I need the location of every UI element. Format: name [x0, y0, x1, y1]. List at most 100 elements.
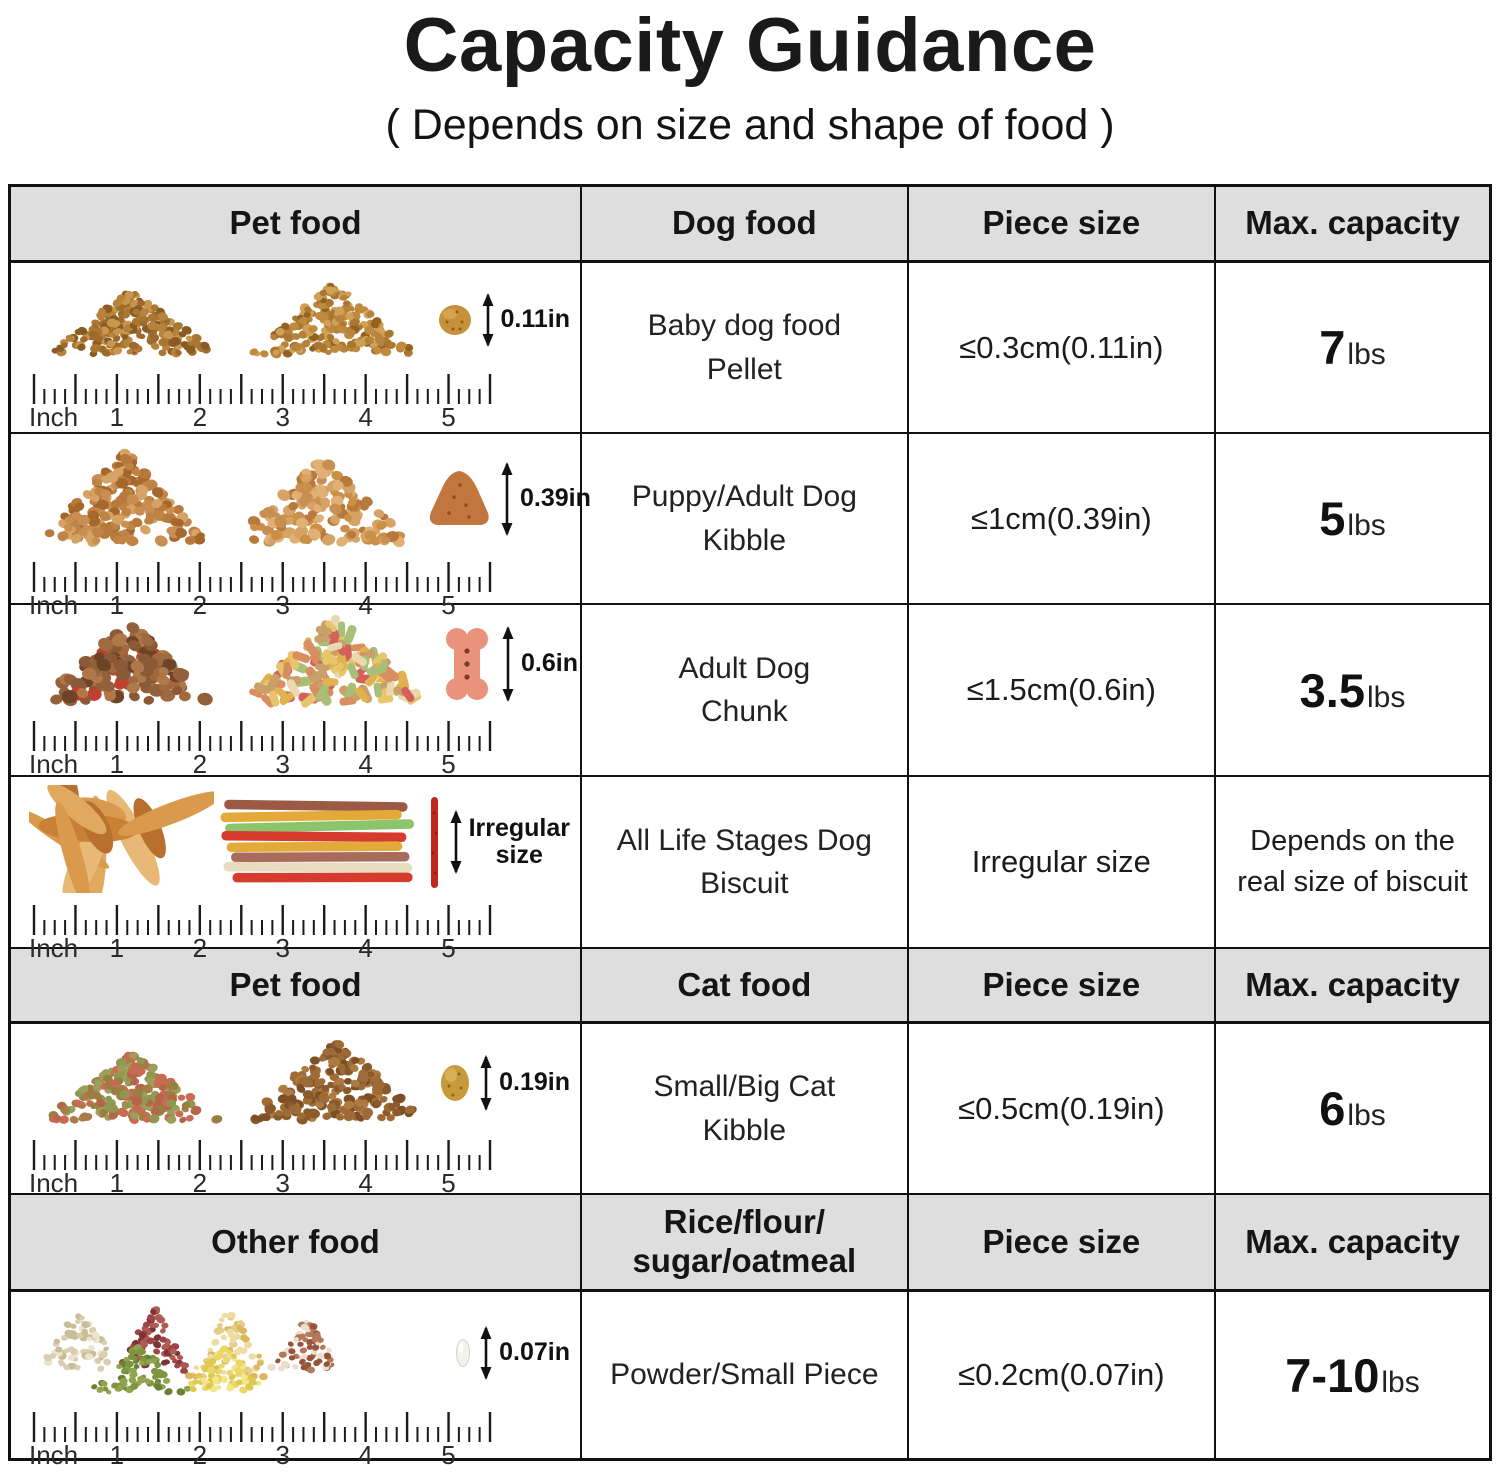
piece-size-text: Irregular size: [971, 844, 1151, 879]
column-header-pet-food-label: Pet food: [229, 965, 362, 1003]
mound-pile-image: [44, 448, 206, 547]
inch-ruler: Inch 1 2 3 4 5: [29, 905, 492, 961]
page-title: Capacity Guidance: [403, 3, 1097, 88]
capacity-value-line: 3.5 lbs: [1300, 663, 1406, 718]
ruler-number: 2: [193, 1440, 207, 1468]
max-capacity-cell: 3.5 lbs: [1214, 605, 1489, 775]
table-row: Irregular size Inch 1 2 3 4 5 All Life Stages D…: [11, 777, 1489, 961]
ruler-number: 5: [441, 1440, 455, 1468]
inch-ruler: Inch 1 2 3 4 5: [29, 721, 492, 777]
ruler-area: Inch 1 2 3 4 5: [29, 560, 570, 618]
sticks-pile-image: [220, 799, 415, 883]
dimension-arrow-icon: [480, 1326, 492, 1380]
mound-pile-image: [48, 1051, 223, 1125]
piece-size-label: Irregular size: [468, 813, 570, 869]
piece-size-cell: ≤0.2cm(0.07in): [906, 1292, 1214, 1458]
capacity-unit: lbs: [1347, 1099, 1386, 1132]
ruler-unit-label: Inch: [29, 1168, 78, 1196]
mound-pile-image: [247, 459, 406, 548]
capacity-value-line: 6 lbs: [1319, 1081, 1386, 1136]
food-piles-row: 0.6in: [29, 613, 578, 709]
max-capacity-cell: 7-10 lbs: [1214, 1292, 1489, 1458]
column-header-piece-size: Piece size: [906, 949, 1214, 1021]
capacity-unit: lbs: [1381, 1365, 1420, 1399]
capacity-table: Pet food Dog food Piece size Max. capacity 0…: [8, 184, 1492, 1468]
piece-size-label: 0.6in: [521, 649, 578, 678]
table-row: 0.19in Inch 1 2 3 4 5 Small/Big Cat Kibble ≤0.5c…: [11, 1024, 1489, 1196]
capacity-number: 7-10: [1285, 1348, 1380, 1402]
page-subtitle: ( Depends on size and shape of food ): [385, 101, 1115, 149]
column-header-piece-size-label: Piece size: [982, 204, 1141, 242]
food-name-cell: Adult Dog Chunk: [580, 605, 907, 775]
piece-size-cell: ≤1cm(0.39in): [906, 434, 1214, 603]
food-name-text: All Life Stages Dog Biscuit: [616, 823, 872, 901]
ruler-number: 4: [358, 933, 372, 961]
capacity-value-line: 7-10 lbs: [1285, 1348, 1419, 1403]
food-pile: [229, 613, 439, 709]
ruler-number: 1: [110, 749, 124, 777]
column-header-food-type-label: Cat food: [677, 965, 812, 1003]
ruler-unit-label: Inch: [29, 590, 78, 618]
food-pile: [215, 797, 425, 893]
ruler-number: 2: [193, 1168, 207, 1196]
mound-pile-image: [249, 614, 422, 708]
max-capacity-cell: 6 lbs: [1214, 1024, 1489, 1193]
pellet-icon: [438, 304, 471, 335]
ruler-number: 2: [193, 590, 207, 618]
ruler-area: Inch 1 2 3 4 5: [29, 719, 570, 777]
column-header-food-type-label: Dog food: [671, 204, 817, 242]
column-header-max-capacity: Max. capacity: [1214, 949, 1489, 1021]
piece-size-label: 0.07in: [499, 1338, 571, 1367]
ruler-area: Inch 1 2 3 4 5: [29, 903, 570, 961]
column-header-max-capacity-label: Max. capacity: [1245, 965, 1460, 1003]
food-pile: [29, 785, 214, 893]
food-pile: [29, 442, 219, 550]
ruler-number: 5: [441, 1168, 455, 1196]
ruler-number: 3: [275, 1168, 289, 1196]
food-piles-row: 0.07in: [29, 1300, 570, 1400]
food-pile: [29, 1300, 364, 1400]
column-header-food-type: Rice/flour/ sugar/oatmeal: [580, 1195, 907, 1289]
food-name-text: Baby dog food Pellet: [647, 309, 842, 386]
piece-size-text: ≤1.5cm(0.6in): [966, 672, 1156, 707]
kibble-icon: [429, 471, 489, 525]
ruler-number: 5: [441, 749, 455, 777]
capacity-number: 3.5: [1299, 663, 1365, 717]
pet-food-visual-cell: 0.6in Inch 1 2 3 4 5: [11, 605, 580, 777]
ruler-number: 1: [110, 1440, 124, 1468]
single-piece-measure: 0.19in: [437, 1055, 570, 1111]
table-header-row: Pet food Cat food Piece size Max. capacity: [11, 949, 1489, 1024]
column-header-piece-size-label: Piece size: [982, 965, 1141, 1003]
ruler-number: 5: [441, 590, 455, 618]
ruler-number: 3: [275, 590, 289, 618]
piece-size-label: 0.39in: [520, 484, 591, 513]
pet-food-visual-cell: 0.19in Inch 1 2 3 4 5: [11, 1024, 580, 1196]
piece-size-cell: ≤1.5cm(0.6in): [906, 605, 1214, 775]
ruler-number: 1: [110, 590, 124, 618]
column-header-food-type: Cat food: [580, 949, 907, 1021]
single-piece-measure: Irregular size: [427, 795, 570, 890]
capacity-unit: lbs: [1347, 338, 1386, 371]
ruler-number: 2: [193, 402, 207, 430]
food-name-cell: Small/Big Cat Kibble: [580, 1024, 907, 1193]
mound-pile-image: [51, 290, 211, 358]
column-header-pet-food: Pet food: [11, 187, 580, 260]
column-header-piece-size: Piece size: [906, 187, 1214, 260]
mound-pile-image: [249, 1040, 417, 1125]
food-name-text: Small/Big Cat Kibble: [653, 1070, 836, 1147]
food-pile: [29, 617, 229, 709]
column-header-pet-food-label: Pet food: [229, 204, 362, 242]
dimension-arrow-icon: [502, 626, 514, 702]
mound-pile-image: [50, 622, 213, 707]
food-piles-row: 0.11in: [29, 271, 570, 362]
table-header-row: Other food Rice/flour/ sugar/oatmeal Piece…: [11, 1195, 1489, 1292]
capacity-unit: lbs: [1347, 509, 1386, 542]
dimension-arrow-icon: [501, 462, 513, 536]
ruler-number: 1: [110, 933, 124, 961]
column-header-pet-food: Other food: [11, 1195, 580, 1289]
food-name-cell: All Life Stages Dog Biscuit: [580, 777, 907, 947]
ruler-number: 4: [358, 1168, 372, 1196]
ruler-unit-label: Inch: [29, 933, 78, 961]
ruler-area: Inch 1 2 3 4 5: [29, 372, 570, 430]
column-header-food-type-label: Rice/flour/ sugar/oatmeal: [632, 1203, 857, 1279]
